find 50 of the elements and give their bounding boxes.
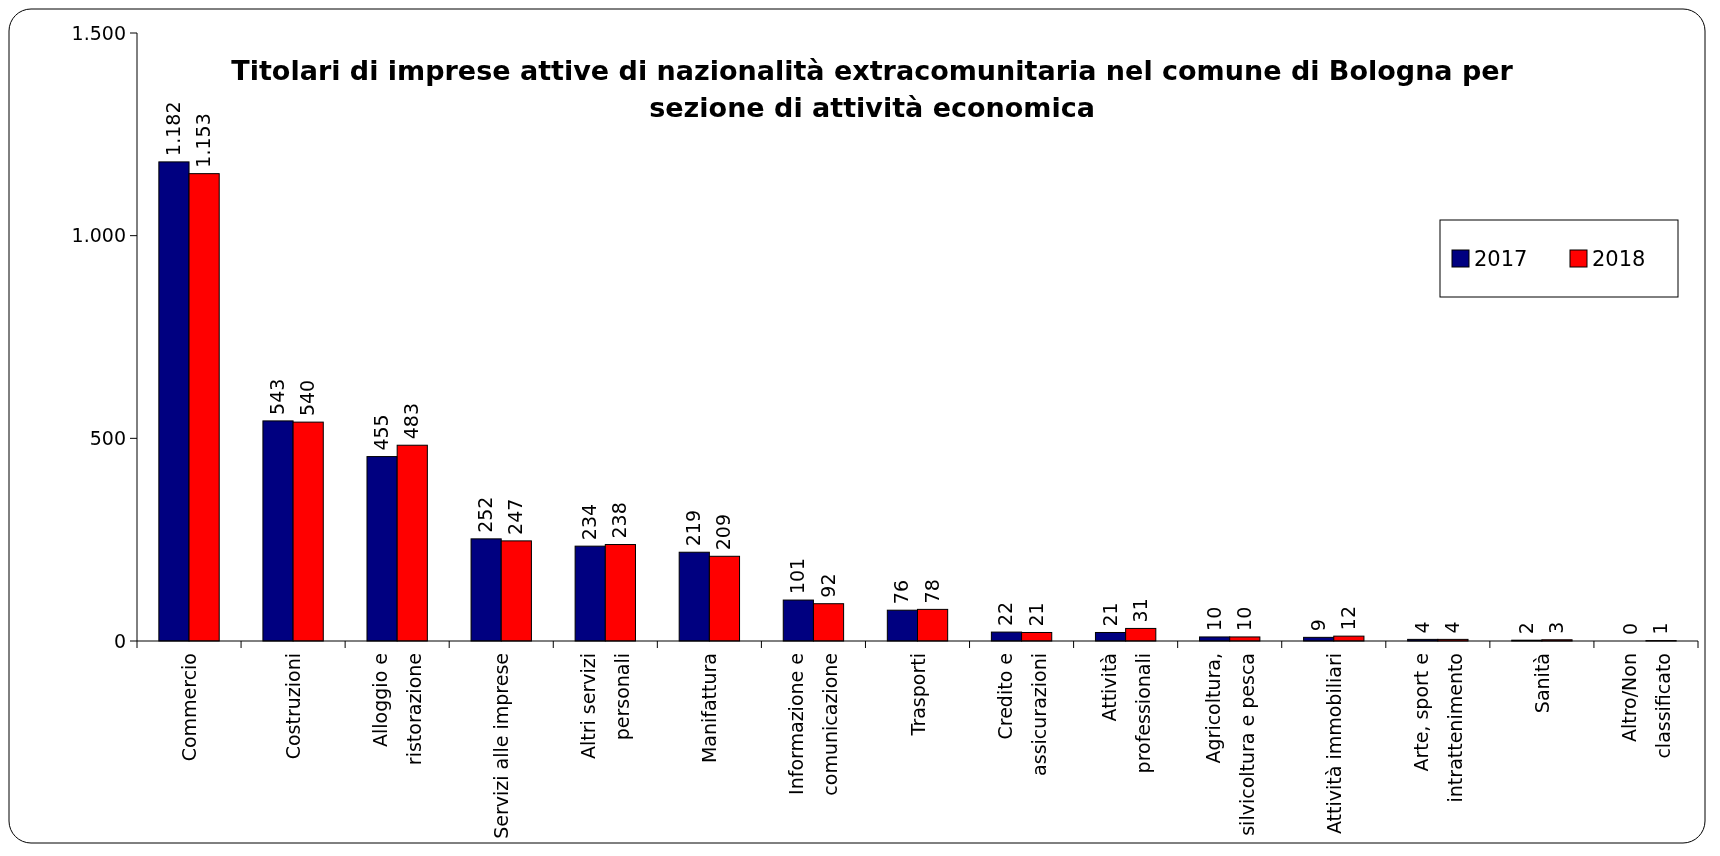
data-label: 1.153 xyxy=(192,113,215,168)
x-tick-label: Credito e assicurazioni xyxy=(993,653,1050,776)
data-label: 247 xyxy=(504,498,527,535)
x-tick-label: Costruzioni xyxy=(282,653,305,760)
data-label: 540 xyxy=(296,379,319,417)
text: Titolari di imprese attive di nazionalità extracomunitaria nel comune di Bologna per sezione di attività economica xyxy=(231,55,1514,123)
x-tick-label: Altro/Non classificato xyxy=(1617,653,1674,759)
y-tick-label: 1.500 xyxy=(71,21,126,44)
legend-label: 2017 xyxy=(1474,247,1528,272)
x-tick-label: Alloggio e ristorazione xyxy=(369,653,426,766)
x-tick-label: Manifattura xyxy=(698,653,721,764)
data-label: 76 xyxy=(890,580,913,605)
data-label: 1 xyxy=(1649,622,1672,635)
data-label: 3 xyxy=(1544,621,1567,634)
data-label: 101 xyxy=(786,557,809,595)
data-label: 455 xyxy=(370,414,393,451)
legend-label: 2018 xyxy=(1592,247,1646,272)
data-label: 12 xyxy=(1336,605,1359,631)
x-tick-label: Trasporti xyxy=(906,653,929,737)
y-tick-label: 1.000 xyxy=(71,224,126,247)
data-label: 234 xyxy=(578,503,601,541)
x-tick-label: Altri servizi personali xyxy=(577,653,634,760)
y-tick-label: 500 xyxy=(89,426,126,449)
data-label: 78 xyxy=(920,579,943,604)
data-label: 252 xyxy=(474,496,497,533)
x-tick-label: Servizi alle imprese xyxy=(490,653,513,839)
data-label: 1.182 xyxy=(161,101,184,156)
data-label: 4 xyxy=(1440,621,1463,634)
data-label: 10 xyxy=(1202,606,1225,631)
data-label: 483 xyxy=(400,402,423,440)
data-label: 4 xyxy=(1410,621,1433,634)
data-label: 31 xyxy=(1128,598,1151,623)
data-label: 10 xyxy=(1232,606,1255,631)
data-label: 543 xyxy=(266,378,289,415)
data-label: 21 xyxy=(1098,602,1121,627)
data-label: 2 xyxy=(1514,622,1537,635)
data-label: 22 xyxy=(994,601,1017,627)
data-label: 219 xyxy=(682,509,705,547)
x-tick-label: Commercio xyxy=(178,653,201,762)
data-label: 9 xyxy=(1306,619,1329,632)
data-label: 238 xyxy=(608,502,631,539)
x-tick-label: Sanità xyxy=(1530,653,1553,714)
data-label: 21 xyxy=(1024,602,1047,627)
x-tick-label: Informazione e comunicazione xyxy=(785,653,842,796)
data-label: 92 xyxy=(816,573,839,598)
data-label: 0 xyxy=(1618,622,1641,635)
y-tick-label: 0 xyxy=(113,629,126,652)
x-tick-label: Attività immobiliari xyxy=(1322,653,1345,835)
x-tick-label: Arte, sport e intrattenimento xyxy=(1409,653,1466,803)
data-label: 209 xyxy=(712,514,735,551)
